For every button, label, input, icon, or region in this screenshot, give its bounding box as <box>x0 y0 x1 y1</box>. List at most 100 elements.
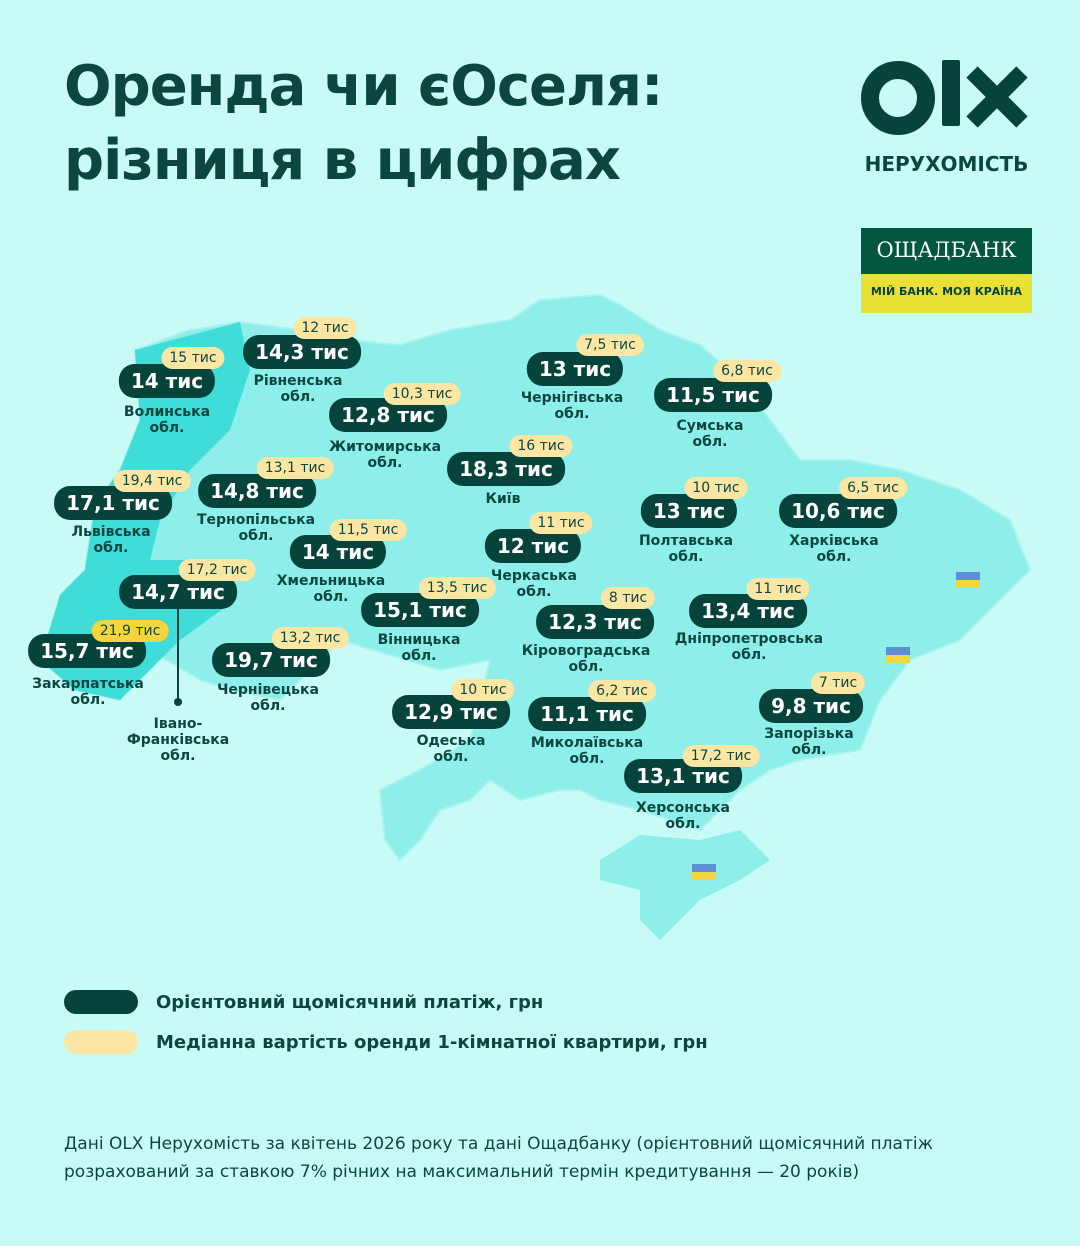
region-name-line: обл. <box>433 749 469 765</box>
region-name-line: обл. <box>367 455 403 471</box>
region-name-line: Чернігівська <box>520 390 624 406</box>
region-name-line: обл. <box>731 647 767 663</box>
bank-slogan-bar <box>861 274 1032 313</box>
payment-pill: 11,1 тис <box>528 697 646 731</box>
region-name-line: Вінницька <box>377 632 461 648</box>
region-name: Херсонська обл. <box>636 800 730 832</box>
rent-pill: 21,9 тис <box>91 620 169 642</box>
rent-pill: 7,5 тис <box>576 334 644 356</box>
region-name: Хмельницька обл. <box>277 573 386 605</box>
rent-pill: 13,1 тис <box>256 457 334 479</box>
region-name: Київ <box>486 491 521 507</box>
payment-pill: 13 тис <box>526 352 624 386</box>
rent-pill: 17,2 тис <box>682 745 760 767</box>
region-name-line: Полтавська <box>638 533 734 549</box>
region-name-line: Херсонська <box>635 800 731 816</box>
region-name: Тернопільська обл. <box>197 512 315 544</box>
region-name-line: Сумська <box>676 418 744 434</box>
region-name: Полтавська обл. <box>639 533 733 565</box>
region-name-line: Харківська <box>789 533 879 549</box>
region-name-line: Миколаївська <box>530 735 644 751</box>
region-name-line: Кіровоградська <box>521 643 651 659</box>
region-name-line: обл. <box>668 549 704 565</box>
region-name: Львівська обл. <box>71 524 150 556</box>
region-name-line: Черкаська <box>491 568 577 584</box>
payment-pill: 14,3 тис <box>243 335 361 369</box>
bank-name: ОЩАДБАНК <box>876 238 1017 262</box>
region-name-line: Івано- <box>153 716 203 732</box>
region-name-line: Дніпропетровська <box>674 631 824 647</box>
payment-pill: 18,3 тис <box>447 452 565 486</box>
rent-pill: 6,8 тис <box>713 360 781 382</box>
region-name-line: Рівненська <box>253 373 343 389</box>
region-name-line: обл. <box>791 742 827 758</box>
title: Оренда чи єОселя: різниця в цифрах <box>64 50 663 198</box>
region-name-line: обл. <box>160 748 196 764</box>
rent-pill: 16 тис <box>509 435 573 457</box>
rent-pill: 12 тис <box>293 317 357 339</box>
region-name-line: обл. <box>568 659 604 675</box>
region-name-line: обл. <box>280 389 316 405</box>
region-name-line: обл. <box>516 584 552 600</box>
rent-pill: 11 тис <box>529 512 593 534</box>
region-name: Черкаська обл. <box>491 568 577 600</box>
region-name-line: обл. <box>665 816 701 832</box>
region-name-line: Тернопільська <box>196 512 316 528</box>
region-name: Чернігівська обл. <box>521 390 623 422</box>
legend-text: Медіанна вартість оренди 1-кімнатної ква… <box>156 1031 708 1053</box>
region-name-line: Львівська <box>71 524 151 540</box>
flags <box>692 572 980 880</box>
payment-pill: 13 тис <box>640 494 738 528</box>
bank-box <box>861 228 1032 274</box>
region-name: Чернівецька обл. <box>217 682 319 714</box>
region-name-line: Запорізька <box>764 726 854 742</box>
olx-logo <box>861 60 1028 135</box>
title-line: різниця в цифрах <box>64 128 621 193</box>
payment-pill: 14 тис <box>118 364 216 398</box>
region-name: Вінницька обл. <box>378 632 461 664</box>
crimea <box>600 830 770 940</box>
region-name-line: обл. <box>554 406 590 422</box>
payment-pill: 9,8 тис <box>759 689 863 723</box>
legend-item: Медіанна вартість оренди 1-кімнатної ква… <box>64 1030 708 1054</box>
rent-pill: 11,5 тис <box>329 519 407 541</box>
region-name-line: обл. <box>238 528 274 544</box>
rent-pill: 19,4 тис <box>113 470 191 492</box>
region-name-line: Чернівецька <box>217 682 319 698</box>
rent-pill: 10,3 тис <box>383 383 461 405</box>
rent-pill: 6,2 тис <box>588 680 656 702</box>
region-name-line: Одеська <box>416 733 486 749</box>
payment-pill: 11,5 тис <box>654 378 772 412</box>
region-name: Дніпропетровська обл. <box>675 631 823 663</box>
rent-pill: 10 тис <box>451 679 515 701</box>
region-name: Волинська обл. <box>124 404 210 436</box>
footer: Дані OLX Нерухомість за квітень 2026 рок… <box>64 1130 933 1186</box>
region-name-line: Закарпатська <box>32 676 144 692</box>
region-name-line: Франківська <box>126 732 230 748</box>
payment-pill: 15,1 тис <box>361 593 479 627</box>
rent-pill: 13,2 тис <box>271 627 349 649</box>
region-name: Рівненська обл. <box>254 373 343 405</box>
title-line: Оренда чи єОселя: <box>64 54 663 119</box>
olx-caption: НЕРУХОМІСТЬ <box>864 152 1029 176</box>
rent-pill: 8 тис <box>600 587 656 609</box>
region-name-line: Житомирська <box>328 439 442 455</box>
region-name: Сумська обл. <box>677 418 744 450</box>
region-name: Харківська обл. <box>789 533 879 565</box>
region-name-line: обл. <box>313 589 349 605</box>
legend-swatch <box>64 990 138 1014</box>
region-name-line: обл. <box>93 540 129 556</box>
payment-pill: 12,3 тис <box>536 605 654 639</box>
payment-pill: 12 тис <box>484 529 582 563</box>
region-name: Одеська обл. <box>417 733 486 765</box>
region-name-line: обл. <box>149 420 185 436</box>
payment-pill: 10,6 тис <box>779 494 897 528</box>
region-name-line: обл. <box>401 648 437 664</box>
region-name-line: Хмельницька <box>276 573 386 589</box>
footer-line: Дані OLX Нерухомість за квітень 2026 рок… <box>64 1134 933 1154</box>
rent-pill: 10 тис <box>684 477 748 499</box>
region-name: Миколаївська обл. <box>531 735 643 767</box>
region-name-line: Київ <box>485 491 521 507</box>
region-name: Житомирська обл. <box>329 439 441 471</box>
